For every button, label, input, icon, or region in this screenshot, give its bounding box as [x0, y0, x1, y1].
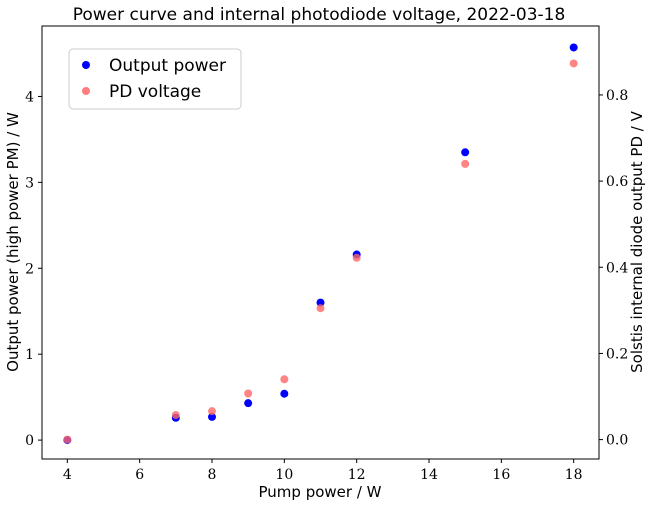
point-pd-voltage-5	[316, 304, 325, 313]
point-output-power-8	[569, 43, 578, 52]
point-pd-voltage-1	[171, 411, 180, 420]
plot-frame	[41, 25, 600, 460]
legend-box	[68, 48, 242, 110]
point-pd-voltage-2	[207, 407, 216, 416]
x-tick-label-16: 16	[492, 467, 510, 483]
y-left-tick-label-4: 4	[25, 89, 34, 105]
y-left-tick-label-1: 1	[25, 347, 34, 363]
y-right-tick-label-0.0: 0.0	[606, 433, 628, 449]
point-pd-voltage-8	[569, 59, 578, 68]
point-output-power-2	[207, 412, 216, 421]
x-axis: 4 6 8 10 12 14 16 18	[63, 459, 583, 483]
data-points	[63, 43, 578, 445]
y-right-tick-label-0.6: 0.6	[606, 174, 628, 190]
y-axis-left-label: Output power (high power PM) / W	[4, 112, 22, 372]
y-right-tick-label-0.2: 0.2	[606, 346, 628, 362]
point-output-power-5	[316, 298, 325, 307]
x-axis-label: Pump power / W	[259, 483, 382, 501]
legend-marker-output-power	[82, 61, 90, 69]
point-pd-voltage-7	[461, 159, 470, 168]
point-pd-voltage-6	[352, 253, 361, 262]
legend-label-pd-voltage: PD voltage	[109, 82, 201, 102]
y-right-tick-label-0.4: 0.4	[606, 260, 628, 276]
y-axis-left: 0 1 2 3 4	[25, 89, 42, 449]
y-left-tick-label-2: 2	[25, 261, 34, 277]
x-tick-label-14: 14	[420, 467, 438, 483]
y-axis-right-label: Solstis internal diode output PD / V	[628, 110, 646, 372]
point-pd-voltage-4	[280, 375, 289, 384]
point-output-power-4	[280, 389, 289, 398]
legend-marker-pd-voltage	[82, 87, 90, 95]
point-pd-voltage-0	[63, 435, 72, 444]
x-tick-label-12: 12	[348, 467, 366, 483]
y-left-tick-label-3: 3	[25, 175, 34, 191]
x-tick-label-10: 10	[275, 467, 293, 483]
x-tick-label-8: 8	[208, 467, 217, 483]
x-tick-label-4: 4	[63, 467, 72, 483]
point-output-power-3	[244, 399, 253, 408]
point-pd-voltage-3	[244, 389, 253, 398]
y-axis-right: 0.0 0.2 0.4 0.6 0.8	[599, 88, 628, 449]
legend-label-output-power: Output power	[109, 56, 226, 76]
x-tick-label-18: 18	[565, 467, 583, 483]
legend: Output power PD voltage	[68, 48, 242, 110]
x-tick-label-6: 6	[135, 467, 144, 483]
chart-title: Power curve and internal photodiode volt…	[73, 5, 566, 25]
point-output-power-7	[461, 148, 470, 157]
y-left-tick-label-0: 0	[25, 433, 34, 449]
y-right-tick-label-0.8: 0.8	[606, 88, 628, 104]
